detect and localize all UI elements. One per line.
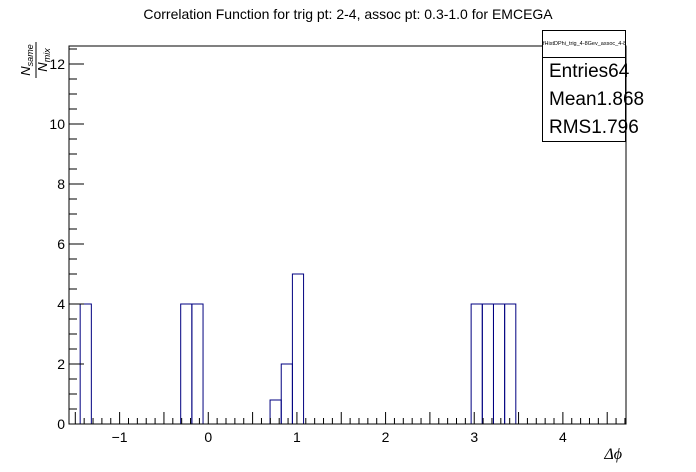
histogram-bin (470, 303, 483, 425)
histogram-bars (79, 273, 517, 425)
histogram-bin (492, 303, 506, 425)
histogram-bin (280, 363, 293, 425)
histogram-bin (481, 303, 494, 425)
stats-histogram-name: fHistDPhi_trig_4-8Gev_assoc_4-8Gev_EMCEG… (543, 31, 625, 58)
histogram-bin (291, 273, 305, 425)
stats-value: 1.796 (591, 117, 639, 138)
y-tick-label: 4 (57, 296, 65, 312)
stats-label: Entries (549, 61, 609, 82)
x-tick-label: −1 (112, 429, 128, 445)
y-tick-label: 0 (57, 416, 65, 432)
x-tick-label: 1 (293, 429, 301, 445)
histogram-bin (191, 303, 204, 425)
x-tick-label: 0 (204, 429, 212, 445)
y-tick-label: 10 (49, 116, 65, 132)
x-tick-label: 3 (470, 429, 478, 445)
y-tick-label: 8 (57, 176, 65, 192)
x-axis-label: Δϕ (603, 446, 622, 463)
stats-box: fHistDPhi_trig_4-8Gev_assoc_4-8Gev_EMCEG… (542, 30, 644, 142)
y-tick-label: 12 (49, 56, 65, 72)
y-tick-label: 2 (57, 356, 65, 372)
stats-row-mean: Mean 1.868 (543, 86, 644, 114)
histogram-bin (504, 303, 517, 425)
stats-label: Mean (549, 89, 597, 110)
stats-row-rms: RMS 1.796 (543, 114, 639, 142)
stats-value: 64 (608, 61, 630, 82)
histogram-bin (180, 303, 193, 425)
stats-label: RMS (549, 117, 592, 138)
x-tick-label: 2 (382, 429, 390, 445)
stats-value: 1.868 (596, 89, 645, 110)
plot-frame (68, 45, 627, 425)
y-label-numerator: Nsame (18, 44, 35, 75)
x-tick-label: 4 (559, 429, 567, 445)
stats-row-entries: Entries 64 (543, 58, 629, 86)
y-tick-label: 6 (57, 236, 65, 252)
y-label-denominator: Nmix (35, 48, 52, 72)
chart-title: Correlation Function for trig pt: 2-4, a… (143, 6, 553, 22)
